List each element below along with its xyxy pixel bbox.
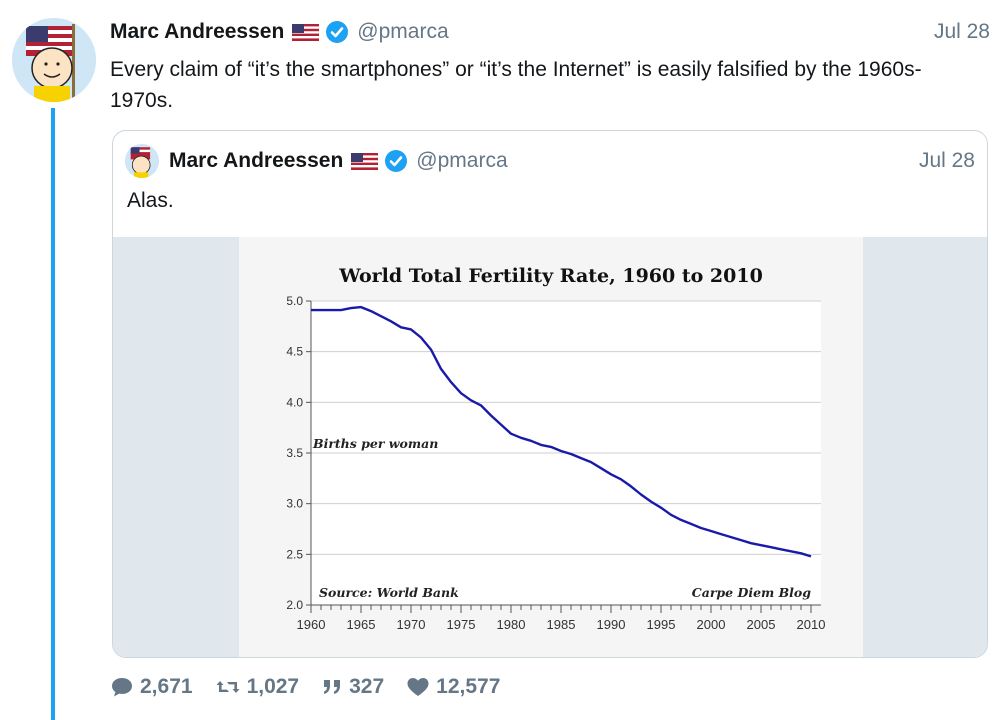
avatar-image — [12, 18, 96, 102]
quote-icon — [324, 680, 341, 694]
x-tick-label: 1995 — [647, 617, 676, 632]
us-flag-icon — [351, 152, 379, 170]
quoted-author-avatar[interactable] — [125, 144, 159, 178]
verified-badge-icon — [385, 150, 408, 172]
y-tick-label: 4.0 — [286, 395, 303, 409]
x-tick-label: 2010 — [797, 617, 826, 632]
quoted-author-name[interactable]: Marc Andreessen — [169, 149, 344, 172]
author-name[interactable]: Marc Andreessen — [110, 20, 285, 43]
y-tick-label: 2.0 — [286, 598, 303, 612]
heart-icon — [407, 678, 429, 696]
retweet-count: 1,027 — [246, 675, 300, 698]
tweet-header: Marc Andreessen @pmarca Jul 28 — [110, 16, 990, 48]
x-tick-label: 1980 — [497, 617, 526, 632]
quoted-tweet-date[interactable]: Jul 28 — [918, 149, 975, 172]
x-tick-label: 1985 — [547, 617, 576, 632]
quoted-tweet[interactable]: Marc Andreessen @pmarca Jul 28 Alas. Wor… — [112, 130, 988, 658]
quoted-tweet-text: Alas. — [127, 189, 174, 212]
tweet-actions: 2,671 1,027 327 12,577 — [110, 672, 522, 702]
x-tick-label: 2000 — [697, 617, 726, 632]
x-tick-label: 1990 — [597, 617, 626, 632]
y-tick-label: 3.0 — [286, 497, 303, 511]
quoted-tweet-header: Marc Andreessen @pmarca Jul 28 — [125, 143, 975, 179]
chart-annotation: Births per woman — [312, 436, 438, 451]
reply-icon — [112, 678, 132, 697]
author-handle[interactable]: @pmarca — [357, 20, 449, 43]
x-tick-label: 1965 — [347, 617, 376, 632]
y-tick-label: 3.5 — [286, 446, 303, 460]
quote-button[interactable]: 327 — [321, 675, 384, 699]
x-tick-label: 1960 — [297, 617, 326, 632]
y-tick-label: 2.5 — [286, 547, 303, 561]
quoted-tweet-media[interactable]: World Total Fertility Rate, 1960 to 2010… — [113, 237, 987, 657]
y-tick-label: 4.5 — [286, 345, 303, 359]
reply-count: 2,671 — [140, 675, 193, 698]
like-button[interactable]: 12,577 — [406, 675, 500, 699]
quote-count: 327 — [349, 675, 385, 698]
retweet-button[interactable]: 1,027 — [215, 675, 300, 699]
like-count: 12,577 — [436, 675, 501, 698]
chart-source: Source: World Bank — [319, 585, 459, 600]
tweet-text: Every claim of “it’s the smartphones” or… — [110, 58, 922, 112]
author-avatar[interactable] — [12, 18, 96, 102]
chart-title: World Total Fertility Rate, 1960 to 2010 — [339, 265, 763, 287]
chart-svg: 2.0 2.5 3.0 3.5 4.0 4.5 5.0 1960 1965 1970 1975 198… — [286, 294, 826, 632]
tweet-date[interactable]: Jul 28 — [933, 20, 990, 43]
thread-line — [51, 108, 55, 720]
verified-badge-icon — [326, 21, 349, 43]
us-flag-icon — [292, 23, 320, 41]
x-tick-label: 1975 — [447, 617, 476, 632]
quoted-author-handle[interactable]: @pmarca — [416, 149, 508, 172]
y-tick-label: 5.0 — [286, 294, 303, 308]
x-tick-label: 2005 — [747, 617, 776, 632]
retweet-icon — [216, 681, 240, 693]
series-line — [311, 305, 812, 558]
chart-credit: Carpe Diem Blog — [692, 585, 811, 600]
x-tick-label: 1970 — [397, 617, 426, 632]
reply-button[interactable]: 2,671 — [110, 675, 193, 699]
quoted-avatar-image — [125, 144, 159, 178]
fertility-chart: World Total Fertility Rate, 1960 to 2010… — [239, 237, 863, 657]
